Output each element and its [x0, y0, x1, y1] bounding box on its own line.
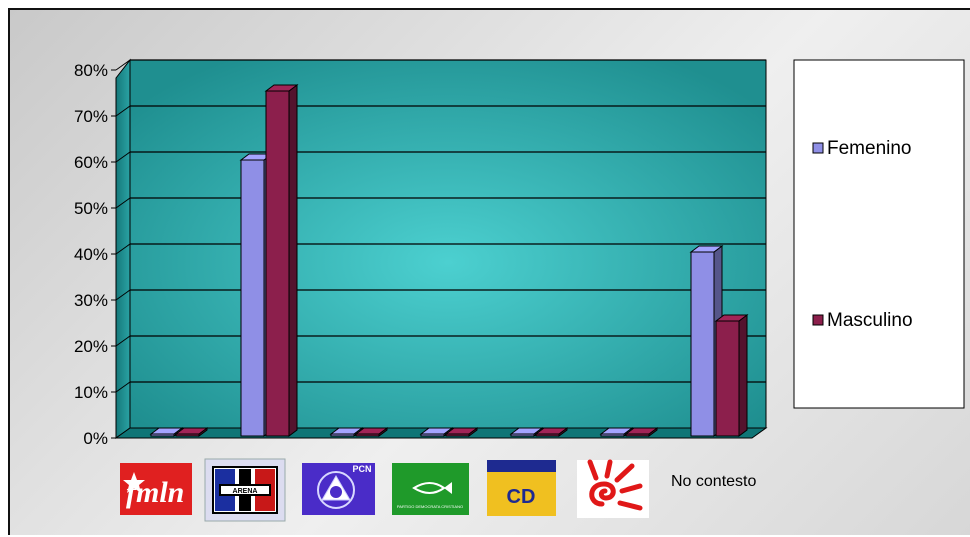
bar-masculino-5: [624, 427, 659, 437]
gridline-side: [115, 151, 131, 163]
gridline-side: [115, 197, 131, 209]
bar-masculino-0: [174, 427, 209, 437]
y-tick-label: 50%: [74, 199, 108, 218]
gridline-side: [115, 105, 131, 117]
legend-label-masculino: Masculino: [827, 310, 913, 331]
arena-logo-text: ARENA: [233, 488, 258, 495]
legend-swatch-masculino: [812, 314, 824, 326]
cd-logo-text: CD: [507, 486, 536, 508]
y-tick-label: 60%: [74, 153, 108, 172]
gridline-side: [115, 243, 131, 255]
gridline-side: [115, 381, 131, 393]
chart-container: 0% 10% 20% 30% 40% 50% 60% 70% 80% Femenino Masc…: [8, 8, 970, 535]
y-tick-label: 80%: [74, 61, 108, 80]
y-axis: 0% 10% 20% 30% 40% 50% 60% 70% 80%: [74, 61, 117, 448]
legend-label-femenino: Femenino: [827, 138, 912, 159]
bar-masculino-3: [444, 427, 479, 437]
bar-masculino-1: [264, 84, 299, 437]
pcn-logo-text: PCN: [352, 464, 371, 474]
legend: Femenino Masculino: [793, 59, 965, 409]
y-tick-label: 30%: [74, 291, 108, 310]
pdc-logo: PARTIDO DEMOCRATA CRISTIANO: [392, 463, 469, 515]
bars: [149, 84, 749, 437]
category-logos: fmln ARENA PCN: [120, 458, 756, 522]
pcn-logo: PCN: [302, 463, 375, 515]
y-tick-label: 10%: [74, 383, 108, 402]
y-tick-label: 0%: [83, 429, 108, 448]
gridline-side: [115, 335, 131, 347]
bar-femenino-2: [329, 427, 364, 437]
gridlines: [115, 59, 766, 393]
gridline-side: [115, 59, 131, 71]
arena-logo: ARENA: [204, 458, 286, 522]
category-label-no-contesto: No contesto: [671, 473, 756, 490]
cd-logo: CD: [487, 460, 556, 516]
sun-logo: [577, 459, 649, 518]
bar-chart: 0% 10% 20% 30% 40% 50% 60% 70% 80% Femenino Masc…: [74, 58, 965, 522]
y-tick-label: 70%: [74, 107, 108, 126]
legend-swatch-femenino: [812, 142, 824, 154]
bar-masculino-2: [354, 427, 389, 437]
bar-masculino-4: [534, 427, 569, 437]
pdc-logo-text: PARTIDO DEMOCRATA CRISTIANO: [397, 504, 463, 509]
legend-box: [793, 59, 965, 409]
y-tick-label: 20%: [74, 337, 108, 356]
gridline-side: [115, 289, 131, 301]
bar-masculino-6: [714, 314, 749, 437]
fmln-logo: fmln: [120, 463, 192, 515]
y-tick-label: 40%: [74, 245, 108, 264]
